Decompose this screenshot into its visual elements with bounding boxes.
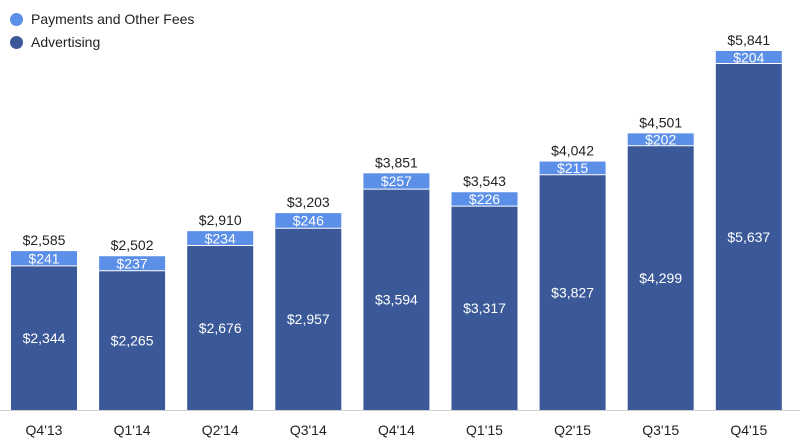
data-label-payments: $246 [293, 213, 324, 229]
chart-legend: Payments and Other Fees Advertising [10, 8, 194, 54]
legend-swatch-payments [10, 12, 23, 26]
data-label-payments: $237 [117, 256, 148, 272]
bar-payments [275, 213, 342, 229]
data-label-payments: $202 [645, 132, 676, 148]
data-label-total: $2,585 [23, 232, 66, 248]
data-label-advertising: $2,265 [111, 332, 154, 348]
data-label-total: $3,543 [463, 173, 506, 189]
legend-swatch-advertising [10, 35, 23, 49]
data-label-payments: $241 [28, 251, 59, 267]
x-tick-label: Q4'13 [26, 422, 63, 438]
data-label-advertising: $2,344 [23, 330, 66, 346]
legend-item-payments: Payments and Other Fees [10, 8, 194, 30]
legend-item-advertising: Advertising [10, 31, 194, 53]
data-label-advertising: $2,676 [199, 320, 242, 336]
data-label-advertising: $5,637 [727, 229, 770, 245]
bar-payments [627, 133, 694, 146]
data-label-advertising: $3,827 [551, 284, 594, 300]
bar-payments [11, 251, 77, 266]
data-label-total: $5,841 [727, 32, 770, 48]
data-label-advertising: $2,957 [287, 311, 330, 327]
data-label-total: $2,910 [199, 212, 242, 228]
data-label-advertising: $4,299 [639, 270, 682, 286]
bar-payments [539, 161, 606, 175]
bar-payments [715, 51, 782, 64]
data-label-advertising: $3,594 [375, 292, 418, 308]
x-tick-label: Q1'14 [114, 422, 151, 438]
data-label-total: $2,502 [111, 237, 154, 253]
bar-payments [187, 231, 254, 246]
legend-label-advertising: Advertising [31, 34, 101, 50]
bar-advertising [451, 206, 518, 410]
bar-advertising [187, 245, 254, 410]
bar-advertising [715, 63, 782, 410]
bar-advertising [363, 189, 430, 410]
data-label-payments: $226 [469, 191, 500, 207]
x-tick-label: Q3'15 [642, 422, 679, 438]
data-label-total: $4,042 [551, 143, 594, 159]
x-tick-label: Q2'15 [554, 422, 591, 438]
x-tick-label: Q4'15 [730, 422, 767, 438]
bar-payments [451, 192, 518, 207]
data-label-payments: $204 [733, 49, 764, 65]
bar-advertising [11, 265, 77, 410]
data-label-advertising: $3,317 [463, 300, 506, 316]
x-tick-label: Q3'14 [290, 422, 327, 438]
data-label-total: $3,851 [375, 154, 418, 170]
bar-advertising [99, 270, 166, 410]
bar-advertising [539, 174, 606, 410]
data-label-payments: $215 [557, 160, 588, 176]
x-tick-label: Q4'14 [378, 422, 415, 438]
bar-payments [363, 173, 430, 190]
x-tick-label: Q1'15 [466, 422, 503, 438]
data-label-total: $4,501 [639, 114, 682, 130]
bar-payments [99, 256, 166, 271]
data-label-payments: $257 [381, 173, 412, 189]
legend-label-payments: Payments and Other Fees [31, 11, 195, 27]
bar-advertising [627, 145, 694, 410]
data-label-payments: $234 [205, 230, 236, 246]
x-tick-label: Q2'14 [202, 422, 239, 438]
data-label-total: $3,203 [287, 194, 330, 210]
bar-advertising [275, 228, 342, 410]
